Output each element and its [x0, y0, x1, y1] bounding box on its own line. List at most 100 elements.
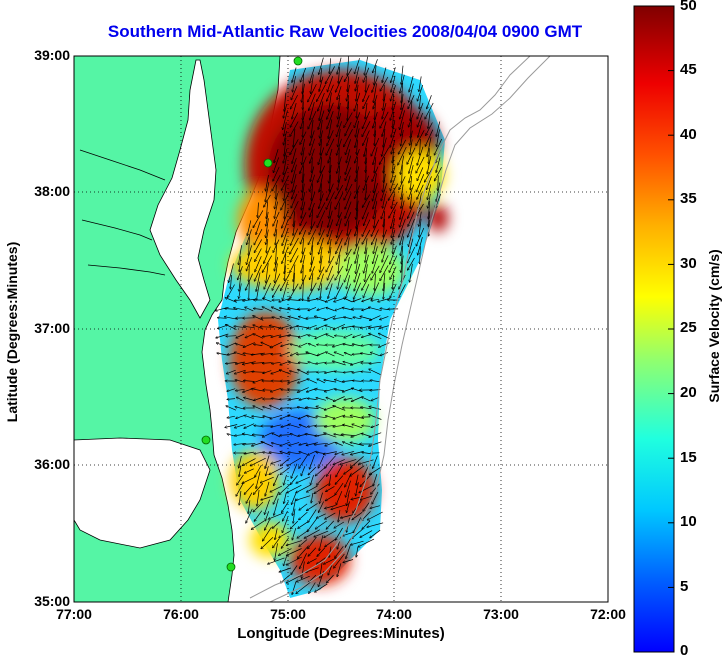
velocity-arrow: [399, 284, 406, 297]
velocity-arrow: [373, 473, 378, 486]
velocity-arrow: [235, 361, 245, 364]
velocity-arrow: [326, 138, 335, 156]
station-marker: [226, 562, 236, 572]
velocity-arrow: [247, 220, 252, 235]
velocity-arrow: [372, 254, 379, 274]
velocity-arrow: [282, 501, 289, 513]
velocity-arrow: [355, 76, 360, 91]
velocity-arrow: [290, 520, 299, 529]
velocity-arrow: [309, 191, 316, 210]
velocity-arrow: [356, 156, 357, 173]
velocity-arrow: [426, 122, 433, 136]
velocity-arrow: [268, 557, 285, 564]
velocity-arrow: [326, 274, 335, 290]
velocity-arrow: [319, 273, 324, 291]
velocity-arrow: [417, 184, 424, 200]
velocity-arrow: [303, 264, 304, 281]
velocity-arrow: [262, 335, 272, 336]
velocity-arrow: [419, 211, 422, 227]
velocity-arrow: [356, 84, 359, 101]
velocity-arrow: [347, 85, 350, 101]
velocity-arrow: [253, 210, 264, 227]
velocity-arrow: [346, 501, 350, 512]
sound: [74, 437, 211, 549]
velocity-arrow: [253, 406, 264, 411]
velocity-arrow: [226, 342, 237, 347]
velocity-arrow: [264, 246, 271, 264]
velocity-arrow: [244, 423, 255, 429]
velocity-arrow: [425, 129, 434, 147]
velocity-arrow: [319, 76, 324, 92]
velocity-arrow: [256, 272, 261, 292]
velocity-arrow: [317, 307, 326, 310]
colorbar-tick-label: 10: [680, 513, 697, 530]
velocity-arrow: [428, 211, 431, 227]
velocity-arrow: [246, 492, 253, 504]
velocity-arrow: [235, 388, 245, 390]
velocity-arrow: [383, 282, 386, 299]
velocity-arrow: [244, 483, 255, 495]
velocity-arrow: [265, 519, 270, 530]
velocity-arrow: [345, 283, 351, 299]
velocity-arrow: [337, 86, 342, 99]
velocity-arrow: [338, 129, 341, 147]
velocity-arrow: [289, 397, 300, 400]
velocity-arrow: [336, 229, 343, 244]
velocity-arrow: [281, 175, 290, 191]
velocity-arrow: [285, 265, 286, 280]
velocity-arrow: [383, 211, 386, 227]
velocity-arrow: [436, 121, 441, 137]
velocity-arrow: [290, 344, 299, 347]
velocity-arrow: [400, 200, 405, 220]
velocity-arrow: [317, 345, 326, 346]
velocity-arrow: [346, 175, 351, 191]
velocity-arrow: [335, 265, 344, 280]
velocity-arrow: [390, 175, 397, 190]
velocity-arrow: [271, 424, 282, 427]
velocity-arrow: [281, 537, 289, 549]
velocity-arrow: [291, 565, 298, 575]
velocity-arrow: [308, 509, 317, 523]
velocity-arrow: [325, 441, 336, 446]
velocity-arrow: [274, 474, 279, 485]
velocity-arrow: [311, 120, 314, 138]
velocity-arrow: [308, 229, 317, 244]
velocity-arrow: [234, 369, 246, 374]
velocity-arrow: [344, 317, 353, 320]
velocity-arrow: [356, 474, 359, 486]
velocity-arrow: [371, 137, 380, 156]
velocity-arrow: [350, 456, 364, 467]
velocity-arrow: [253, 316, 264, 321]
velocity-arrow: [302, 561, 305, 579]
velocity-arrow: [329, 92, 332, 112]
station-marker: [263, 158, 273, 168]
velocity-arrow: [391, 218, 395, 237]
velocity-arrow: [401, 65, 404, 85]
velocity-arrow: [261, 442, 274, 447]
velocity-arrow: [380, 352, 389, 355]
velocity-arrow: [284, 137, 287, 156]
velocity-arrow: [392, 274, 393, 289]
velocity-arrow: [333, 406, 346, 411]
velocity-arrow: [272, 174, 281, 191]
velocity-arrow: [356, 227, 359, 247]
velocity-arrow: [310, 256, 315, 272]
velocity-arrow: [343, 559, 354, 563]
velocity-arrow: [335, 75, 343, 92]
velocity-arrow: [390, 128, 397, 148]
velocity-arrow: [372, 491, 379, 504]
velocity-arrow: [345, 155, 352, 175]
velocity-arrow: [411, 119, 412, 138]
velocity-arrow: [296, 495, 311, 501]
velocity-arrow: [257, 489, 260, 506]
velocity-arrow: [308, 298, 317, 301]
velocity-arrow: [242, 476, 257, 484]
velocity-arrow: [393, 238, 394, 253]
velocity-arrow: [347, 76, 350, 91]
velocity-arrow: [311, 273, 314, 290]
river: [79, 149, 166, 181]
velocity-arrow: [419, 76, 422, 91]
velocity-arrow: [319, 101, 324, 120]
velocity-arrow: [347, 56, 350, 75]
colorbar-tick-label: 35: [680, 190, 697, 207]
